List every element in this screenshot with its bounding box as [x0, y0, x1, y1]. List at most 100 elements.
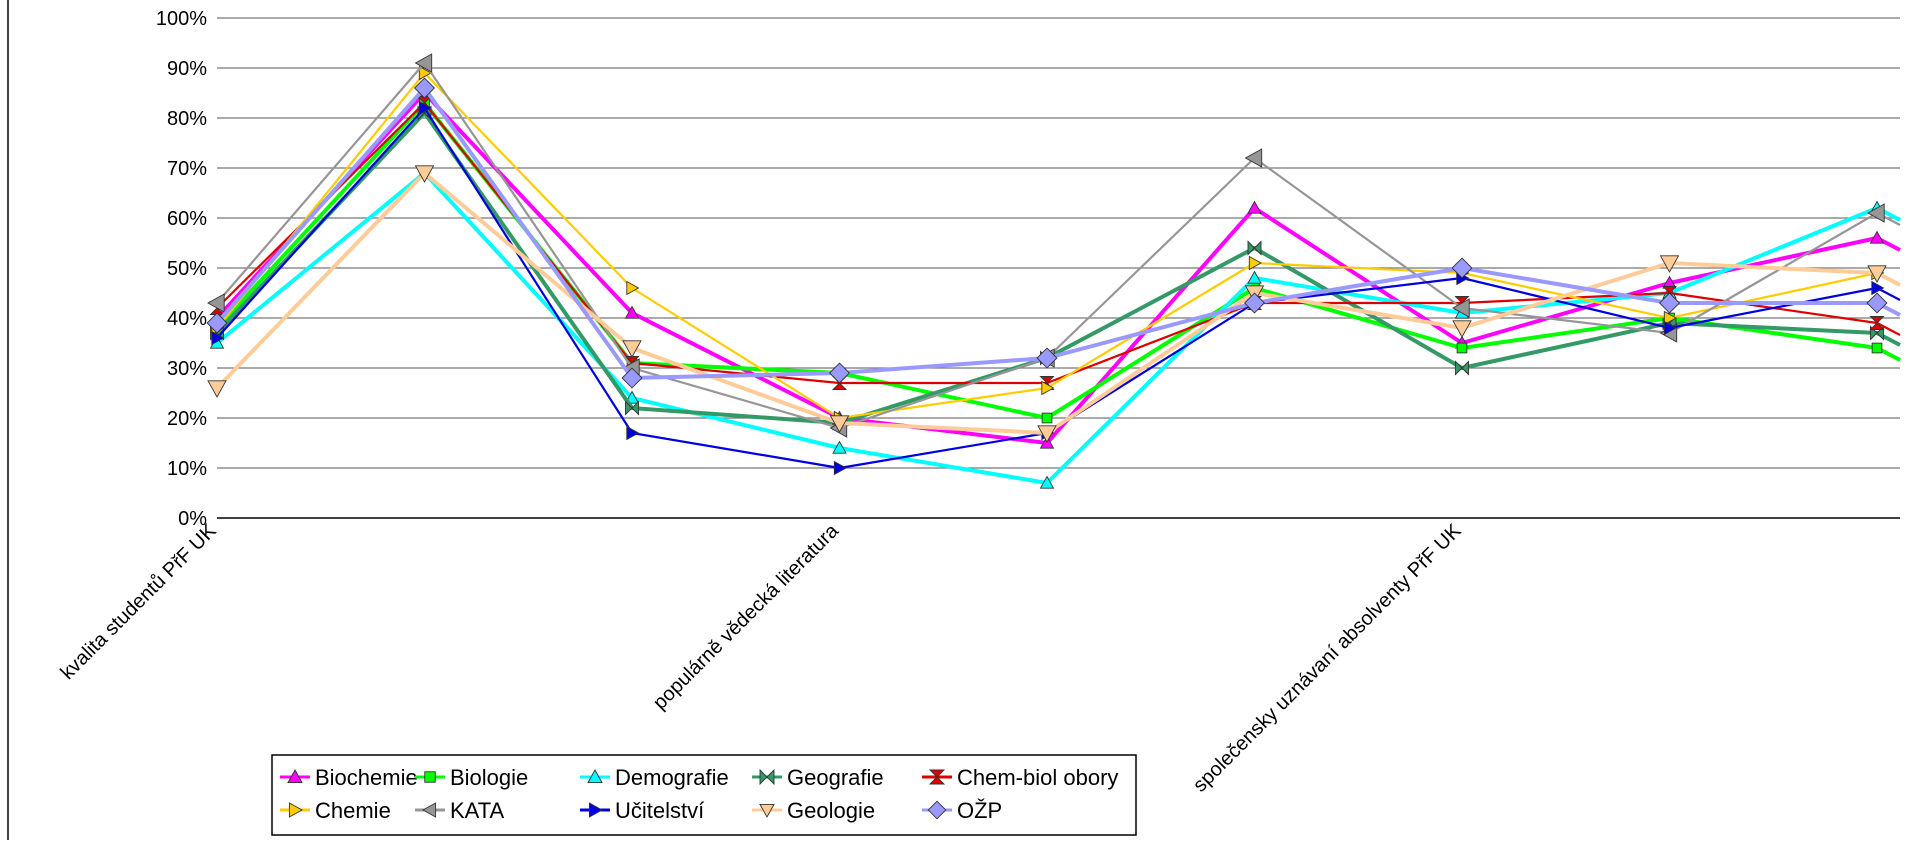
x-category-label: společensky uznávaní absolventy PřF UK — [1189, 520, 1466, 797]
series-line — [215, 86, 1901, 380]
legend-label: Chemie — [315, 798, 391, 823]
data-point — [413, 77, 436, 99]
data-point — [1039, 475, 1055, 489]
data-point — [1452, 320, 1472, 338]
data-point — [621, 367, 643, 389]
data-point — [211, 330, 225, 346]
legend-label: Biochemie — [315, 765, 418, 790]
legend-entry: Učitelství — [580, 798, 704, 823]
series-line — [215, 171, 1901, 435]
data-point — [1871, 280, 1885, 296]
data-point — [1663, 320, 1677, 336]
legend-entry: Geologie — [752, 798, 875, 823]
data-point — [1451, 257, 1473, 279]
y-tick-label: 60% — [167, 208, 207, 230]
legend-box — [271, 754, 1137, 836]
data-point — [418, 100, 432, 116]
legend-label: KATA — [450, 798, 505, 823]
legend-label: Chem-biol obory — [957, 765, 1118, 790]
data-point — [1452, 298, 1470, 318]
legend-label: Geologie — [787, 798, 875, 823]
data-point — [1248, 255, 1262, 271]
data-point — [759, 803, 775, 818]
gridlines — [217, 17, 1900, 519]
series-ožp — [206, 77, 1901, 389]
data-point — [1247, 240, 1262, 256]
y-tick-label: 20% — [167, 408, 207, 430]
data-point — [288, 802, 303, 818]
data-point — [1867, 203, 1885, 223]
legend-label: Geografie — [787, 765, 884, 790]
data-point — [624, 305, 640, 319]
series-chemie — [211, 65, 1901, 426]
data-point — [1663, 310, 1677, 326]
data-point — [1244, 148, 1263, 168]
legend: Biochemie Biologie Demografie Geografie Chem… — [271, 754, 1137, 836]
data-point — [1036, 347, 1058, 369]
legend-label: Demografie — [615, 765, 729, 790]
data-point — [625, 400, 639, 416]
y-tick-label: 70% — [167, 158, 207, 180]
legend-entry: Geografie — [752, 765, 884, 790]
x-category-label: populárně vědecká literatura — [649, 519, 844, 714]
data-point — [414, 165, 435, 183]
data-point — [828, 362, 851, 384]
data-point — [759, 768, 775, 786]
series-line — [216, 101, 1901, 385]
data-point — [833, 460, 847, 476]
series-geologie — [207, 165, 1901, 443]
data-point — [622, 340, 642, 358]
data-point — [287, 769, 303, 784]
data-point — [1037, 425, 1057, 443]
data-point — [1456, 342, 1468, 354]
data-point — [626, 280, 640, 296]
legend-entry: Biochemie — [280, 765, 418, 790]
x-category-label: kvalita studentů PřF UK — [56, 520, 221, 685]
data-point — [1869, 316, 1885, 330]
data-point — [1041, 380, 1055, 396]
legend-entry: Chemie — [280, 798, 391, 823]
y-tick-label: 80% — [167, 108, 207, 130]
data-point — [1455, 360, 1469, 376]
data-point — [1867, 265, 1887, 283]
series-line — [216, 71, 1901, 420]
data-point — [829, 415, 850, 433]
data-point — [424, 771, 436, 783]
data-point — [927, 800, 947, 820]
data-point — [928, 769, 946, 785]
data-point — [1041, 412, 1053, 424]
data-point — [1866, 292, 1888, 314]
legend-entry: KATA — [415, 798, 505, 823]
series-line — [215, 171, 1901, 485]
y-tick-label: 50% — [167, 258, 207, 280]
legend-entry: Demografie — [580, 765, 729, 790]
series-line — [216, 106, 1901, 470]
series-group — [206, 53, 1901, 489]
data-point — [206, 312, 228, 334]
legend-label: Učitelství — [615, 798, 704, 823]
data-point — [1871, 342, 1883, 354]
data-point — [418, 65, 432, 81]
y-tick-label: 100% — [156, 8, 207, 30]
legend-entry: Chem-biol obory — [922, 765, 1118, 790]
data-point — [1247, 270, 1262, 284]
y-tick-label: 40% — [167, 308, 207, 330]
data-point — [1243, 292, 1266, 314]
data-point — [1658, 292, 1681, 314]
data-point — [207, 293, 225, 313]
y-tick-label: 10% — [167, 458, 207, 480]
legend-entry: Biologie — [415, 765, 528, 790]
data-point — [588, 802, 603, 818]
y-axis-ticks: 0% 10% 20% 30% 40% 50% 60% 70% 80% 90% 100% — [156, 8, 207, 530]
data-point — [832, 440, 847, 454]
data-point — [422, 802, 437, 818]
data-point — [414, 53, 433, 73]
data-point — [1869, 230, 1885, 244]
data-point — [207, 380, 227, 398]
legend-entry: OŽP — [922, 798, 1002, 823]
data-point — [587, 769, 603, 784]
data-point — [1247, 200, 1262, 214]
data-point — [1659, 255, 1680, 273]
